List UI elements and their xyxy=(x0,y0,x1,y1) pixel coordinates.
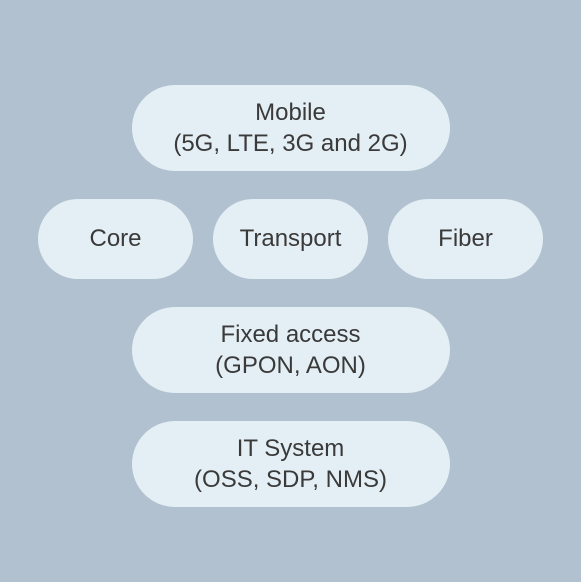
pill-fiber-title: Fiber xyxy=(438,223,493,254)
pill-fixed-access: Fixed access (GPON, AON) xyxy=(132,307,450,393)
pill-mobile: Mobile (5G, LTE, 3G and 2G) xyxy=(132,85,450,171)
pill-core-title: Core xyxy=(89,223,141,254)
pill-core: Core xyxy=(38,199,193,279)
row-2: Core Transport Fiber xyxy=(38,199,543,279)
row-3: Fixed access (GPON, AON) xyxy=(132,307,450,393)
pill-transport: Transport xyxy=(213,199,368,279)
pill-mobile-title: Mobile xyxy=(255,97,326,128)
pill-transport-title: Transport xyxy=(240,223,342,254)
pill-it-system-title: IT System xyxy=(237,433,345,464)
pill-fixed-access-subtitle: (GPON, AON) xyxy=(215,350,366,381)
row-1: Mobile (5G, LTE, 3G and 2G) xyxy=(132,85,450,171)
pill-fixed-access-title: Fixed access xyxy=(220,319,360,350)
pill-mobile-subtitle: (5G, LTE, 3G and 2G) xyxy=(173,128,407,159)
pill-it-system: IT System (OSS, SDP, NMS) xyxy=(132,421,450,507)
row-4: IT System (OSS, SDP, NMS) xyxy=(132,421,450,507)
pill-fiber: Fiber xyxy=(388,199,543,279)
pill-it-system-subtitle: (OSS, SDP, NMS) xyxy=(194,464,387,495)
